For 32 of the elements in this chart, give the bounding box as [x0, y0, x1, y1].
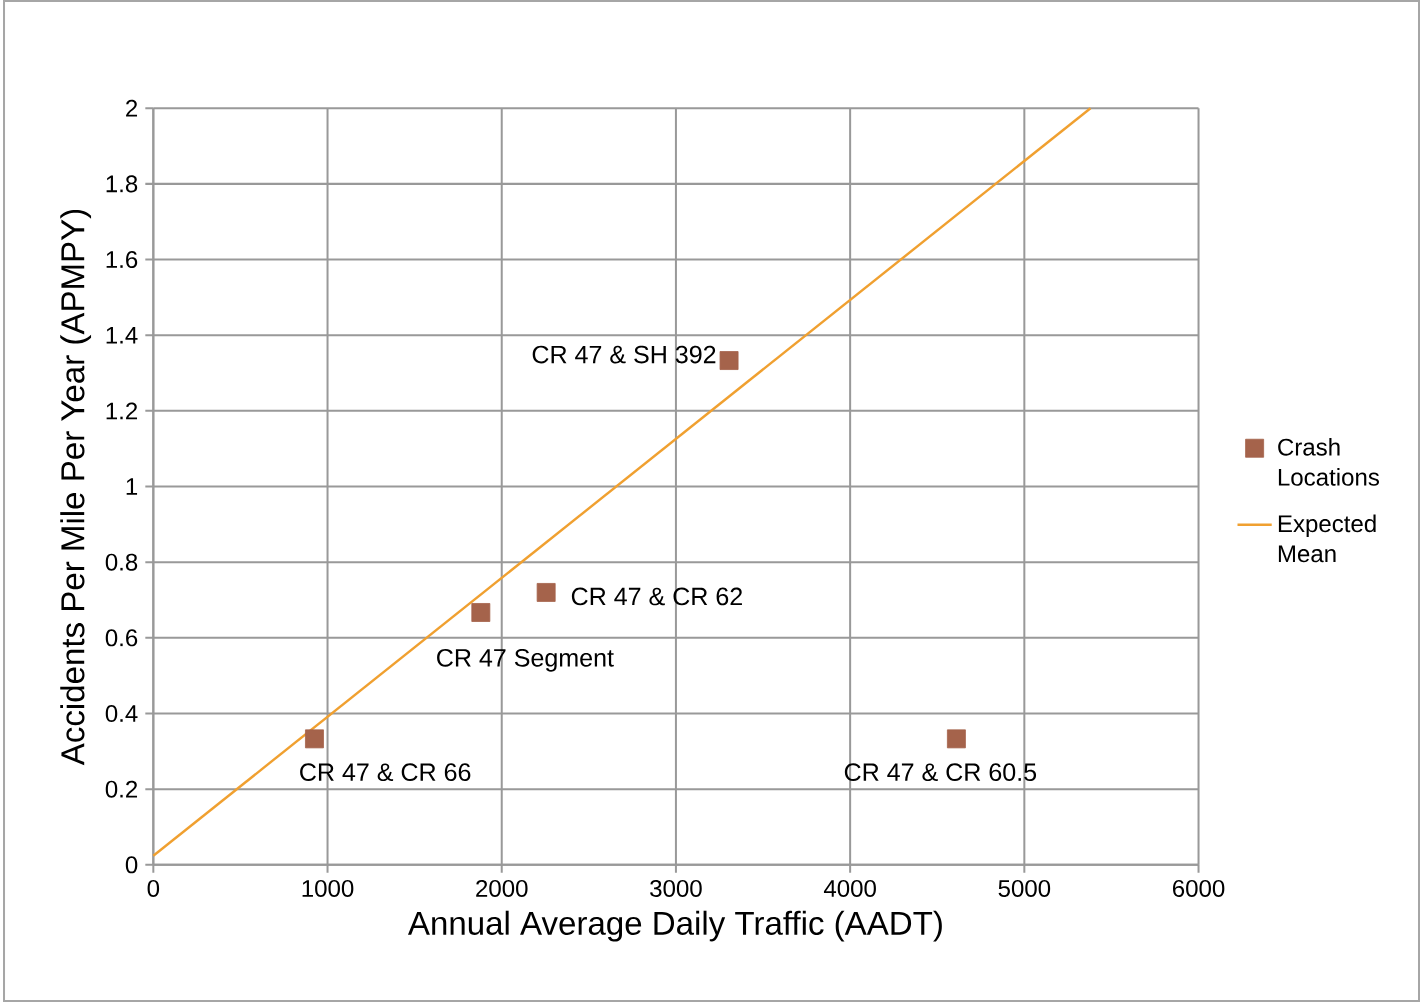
annotation: CR 47 & CR 62	[571, 587, 742, 606]
y-tick-label: 1.8	[106, 175, 138, 193]
y-tick-label: 0	[125, 856, 138, 874]
x-tick-label: 3000	[650, 879, 702, 897]
point	[536, 582, 556, 602]
y-axis-title: Accidents Per Mile Per Year (APMPY)	[60, 209, 92, 766]
y-tick-label: 1.4	[106, 326, 138, 344]
point	[946, 729, 966, 749]
y-tick-label: 2	[126, 99, 138, 117]
x-tick-label: 0	[147, 879, 160, 897]
y-tick-label: 0.4	[105, 704, 138, 722]
annotation: CR 47 & SH 392	[532, 345, 716, 364]
x-tick-label: 1000	[302, 879, 354, 897]
x-axis-title: Annual Average Daily Traffic (AADT)	[407, 910, 942, 942]
x-tick-label: 5000	[998, 879, 1051, 897]
y-tick-label: 1.6	[106, 250, 138, 268]
y-tick-label: 0.6	[105, 629, 138, 647]
legend-label: Crash Locations	[1278, 437, 1379, 486]
annotation: CR 47 & CR 60.5	[844, 763, 1037, 781]
y-tick-label: 1.2	[106, 402, 138, 420]
point	[471, 603, 491, 622]
y-tick-label: 0.8	[105, 553, 138, 571]
x-tick-label: 2000	[476, 879, 528, 897]
annotation: CR 47 Segment	[437, 648, 614, 672]
legend-label: Expected Mean	[1278, 514, 1376, 563]
annotation: CR 47 & CR 66	[300, 763, 471, 781]
y-tick-label: 0.2	[105, 780, 138, 798]
y-tick-label: 1	[126, 478, 138, 495]
point	[305, 729, 324, 749]
x-tick-label: 6000	[1173, 879, 1225, 897]
point	[719, 351, 739, 370]
x-tick-label: 4000	[823, 879, 876, 897]
